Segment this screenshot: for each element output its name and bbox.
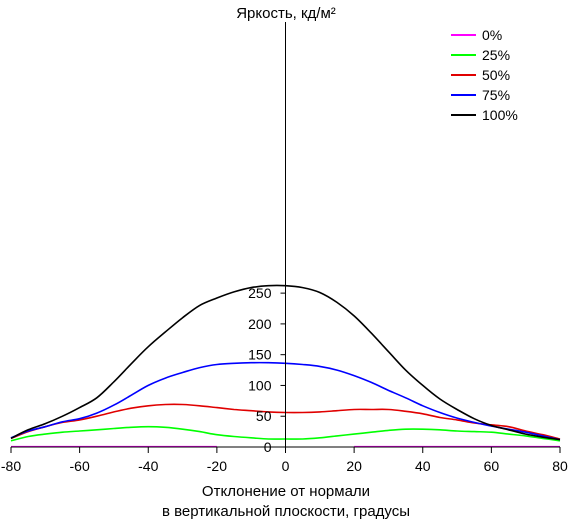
x-tick-label: -80 — [1, 458, 21, 474]
x-axis-title-line1: Отклонение от нормали — [202, 483, 370, 500]
x-axis-title-line2: в вертикальной плоскости, градусы — [162, 503, 410, 520]
x-tick-label: -20 — [207, 458, 227, 474]
legend-item-0pct: 0% — [451, 27, 502, 43]
legend-item-75pct: 75% — [451, 87, 510, 103]
axes — [11, 22, 560, 448]
x-tick-label: 40 — [415, 458, 431, 474]
legend-label: 0% — [482, 27, 502, 43]
axis-ticks: -80 -60 -40 -20 0 20 40 60 80 0 50 100 150 200 250 — [1, 285, 568, 474]
legend-label: 25% — [482, 47, 510, 63]
legend: 0% 25% 50% 75% 100% — [451, 27, 518, 123]
x-tick-label: 80 — [552, 458, 568, 474]
legend-item-25pct: 25% — [451, 47, 510, 63]
legend-item-50pct: 50% — [451, 67, 510, 83]
x-tick-label: -60 — [70, 458, 90, 474]
legend-label: 100% — [482, 107, 518, 123]
y-tick-label: 250 — [248, 285, 272, 301]
legend-item-100pct: 100% — [451, 107, 518, 123]
legend-label: 50% — [482, 67, 510, 83]
x-tick-label: 20 — [346, 458, 362, 474]
y-tick-label: 200 — [248, 316, 272, 332]
y-tick-label: 0 — [264, 439, 272, 455]
legend-label: 75% — [482, 87, 510, 103]
x-tick-label: -40 — [138, 458, 158, 474]
x-tick-label: 60 — [484, 458, 500, 474]
y-tick-label: 50 — [256, 408, 272, 424]
x-tick-label: 0 — [282, 458, 290, 474]
y-tick-label: 100 — [248, 377, 272, 393]
y-tick-label: 150 — [248, 347, 272, 363]
y-axis-title: Яркость, кд/м² — [236, 5, 336, 22]
